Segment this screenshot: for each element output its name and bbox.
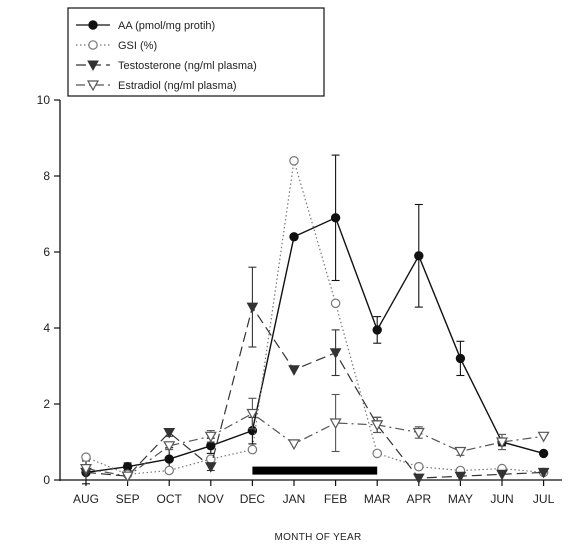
annotation-layer <box>252 466 378 475</box>
data-point <box>79 464 93 475</box>
data-point <box>164 454 174 464</box>
data-point <box>496 469 508 481</box>
y-tick-label: 4 <box>43 321 50 335</box>
x-tick-label: FEB <box>324 492 347 506</box>
series-4 <box>79 393 550 483</box>
x-tick-label: SEP <box>116 492 140 506</box>
series-line <box>85 412 544 477</box>
data-point <box>414 251 424 261</box>
series-line <box>85 216 544 474</box>
data-point <box>289 156 299 166</box>
y-tick-label: 6 <box>43 245 50 259</box>
legend-label: Testosterone (ng/ml plasma) <box>118 60 257 72</box>
data-point <box>121 471 134 483</box>
data-point <box>88 40 98 50</box>
data-point <box>246 302 259 314</box>
series-1 <box>81 154 549 485</box>
y-tick-label: 2 <box>43 397 50 411</box>
y-tick-label: 10 <box>37 93 51 107</box>
data-point <box>538 448 549 459</box>
series-line <box>85 160 544 475</box>
series-layer <box>79 154 550 485</box>
period-bar <box>252 466 378 475</box>
data-point <box>454 446 467 458</box>
data-point <box>330 298 341 309</box>
series-3 <box>80 266 550 485</box>
data-point <box>537 467 550 479</box>
data-point <box>372 448 382 459</box>
data-point <box>454 471 467 483</box>
data-point <box>86 80 100 92</box>
data-point <box>87 60 99 72</box>
data-point <box>164 465 174 476</box>
x-tick-label: AUG <box>73 492 99 506</box>
data-point <box>495 437 509 449</box>
legend: AA (pmol/mg protih) GSI (%) Testosterone (… <box>67 7 325 97</box>
x-tick-label: NOV <box>198 492 224 506</box>
x-tick-label: JUL <box>533 492 555 506</box>
legend-box <box>67 7 325 97</box>
data-point <box>206 441 216 451</box>
data-point <box>329 348 342 359</box>
x-tick-label: OCT <box>157 492 183 506</box>
data-point <box>371 420 384 432</box>
data-point <box>329 418 342 430</box>
data-point <box>246 408 259 420</box>
x-tick-label: MAR <box>364 492 391 506</box>
data-point <box>247 444 258 455</box>
data-point <box>330 213 341 223</box>
data-point <box>537 431 550 443</box>
data-point <box>372 325 382 335</box>
data-point <box>204 462 217 473</box>
data-point <box>412 427 425 439</box>
data-point <box>163 428 176 439</box>
chart-axes: 0 2 4 6 8 10 AUG SEP OCT NOV DEC JAN FEB MAR APR MAY JUN… <box>37 93 562 506</box>
data-point <box>413 461 424 472</box>
x-tick-label: DEC <box>240 492 266 506</box>
data-point <box>455 353 466 364</box>
series-line <box>85 305 544 479</box>
legend-label: Estradiol (ng/ml plasma) <box>118 80 237 92</box>
legend-label: AA (pmol/mg protih) <box>118 20 215 32</box>
data-point <box>288 365 300 376</box>
x-tick-label: APR <box>406 492 431 506</box>
data-point <box>88 20 98 30</box>
data-point <box>412 473 425 485</box>
x-tick-label: JUN <box>490 492 513 506</box>
x-axis-title: MONTH OF YEAR <box>274 532 361 543</box>
y-tick-label: 8 <box>43 169 50 183</box>
data-point <box>81 452 91 462</box>
x-tick-label: MAY <box>448 492 473 506</box>
data-point <box>287 439 301 451</box>
series-2 <box>81 156 549 480</box>
data-point <box>163 441 176 453</box>
x-tick-label: JAN <box>283 492 306 506</box>
y-tick-label: 0 <box>43 473 50 487</box>
data-point <box>204 431 217 443</box>
data-point <box>289 232 299 242</box>
legend-label: GSI (%) <box>118 40 157 52</box>
